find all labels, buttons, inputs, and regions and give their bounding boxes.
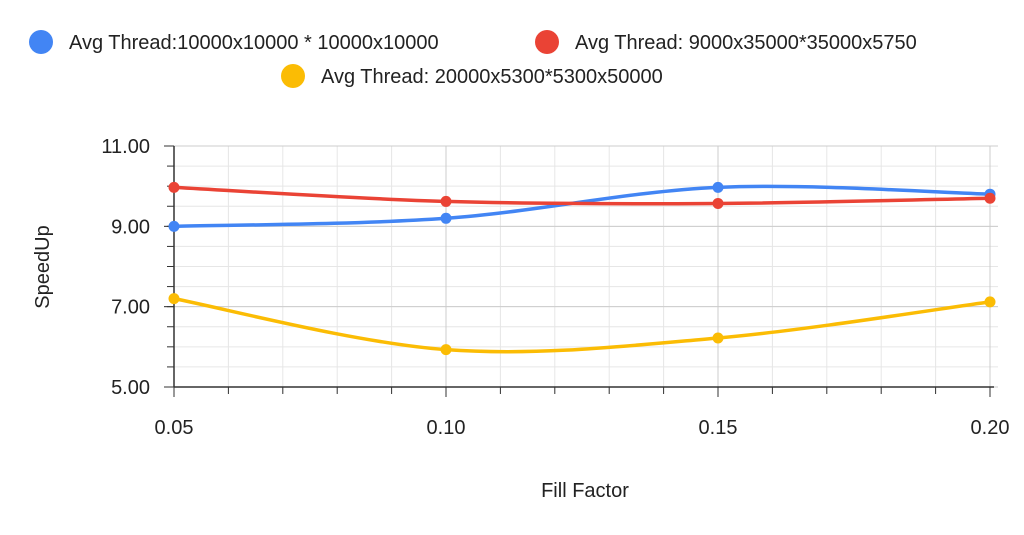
data-point-series-1 [712, 181, 724, 193]
legend-item: Avg Thread: 20000x5300*5300x50000 [281, 64, 663, 88]
x-tick-label: 0.15 [699, 417, 738, 439]
x-tick-label: 0.10 [427, 417, 466, 439]
data-point-series-2 [984, 192, 996, 204]
data-point-series-3 [984, 296, 996, 308]
legend-swatch [29, 30, 53, 54]
legend-swatch [535, 30, 559, 54]
data-point-series-2 [712, 197, 724, 209]
legend-label: Avg Thread: 9000x35000*35000x5750 [575, 32, 917, 54]
y-tick-label: 5.00 [111, 377, 150, 399]
x-axis-title: Fill Factor [541, 480, 629, 502]
grid-minor [174, 145, 998, 393]
data-point-series-3 [712, 332, 724, 344]
legend-item: Avg Thread: 9000x35000*35000x5750 [535, 30, 917, 54]
series-line-3 [172, 296, 992, 354]
legend-label: Avg Thread:10000x10000 * 10000x10000 [69, 32, 439, 54]
data-point-series-2 [440, 195, 452, 207]
legend-swatch [281, 64, 305, 88]
legend-label: Avg Thread: 20000x5300*5300x50000 [321, 66, 663, 88]
y-tick-label: 9.00 [111, 216, 150, 238]
legend-item: Avg Thread:10000x10000 * 10000x10000 [29, 30, 439, 54]
series-points [168, 181, 996, 356]
series-lines [172, 184, 992, 354]
data-point-series-3 [168, 293, 180, 305]
series-line-2 [172, 185, 992, 206]
data-point-series-2 [168, 181, 180, 193]
axes [164, 145, 994, 397]
tick-labels: 0.05 0.10 0.15 0.20 5.00 7.00 9.00 11.00 [101, 136, 1009, 439]
x-tick-label: 0.20 [971, 417, 1010, 439]
data-point-series-1 [168, 220, 180, 232]
legend: Avg Thread:10000x10000 * 10000x10000 Avg … [29, 30, 917, 88]
x-tick-label: 0.05 [155, 417, 194, 439]
y-axis-title: SpeedUp [32, 225, 54, 308]
y-tick-label: 7.00 [111, 297, 150, 319]
grid-major [164, 145, 998, 397]
data-point-series-3 [440, 344, 452, 356]
data-point-series-1 [440, 212, 452, 224]
y-tick-label: 11.00 [101, 136, 150, 158]
